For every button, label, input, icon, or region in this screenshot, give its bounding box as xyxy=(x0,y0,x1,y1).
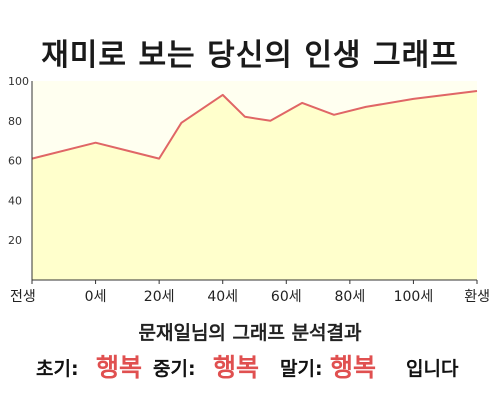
early-value: 행복 xyxy=(96,353,143,382)
x-tick-label: 40세 xyxy=(207,289,238,305)
mid-label: 중기: xyxy=(153,358,196,380)
x-tick-label: 80세 xyxy=(335,289,366,305)
x-tick-label: 0세 xyxy=(85,289,107,305)
page-title: 재미로 보는 당신의 인생 그래프 xyxy=(41,38,459,73)
x-tick-label: 60세 xyxy=(271,289,302,305)
late-label: 말기: xyxy=(280,358,323,380)
result-suffix: 입니다 xyxy=(406,358,459,380)
x-tick-label: 20세 xyxy=(144,289,175,305)
x-tick-label: 전생 xyxy=(10,289,36,305)
series-area xyxy=(32,91,477,280)
y-tick-label: 60 xyxy=(8,155,22,168)
mid-value: 행복 xyxy=(213,353,260,382)
y-tick-label: 20 xyxy=(8,234,22,247)
x-tick-label: 100세 xyxy=(394,289,434,305)
x-tick-label: 환생 xyxy=(464,289,490,305)
series-line xyxy=(31,90,478,160)
y-tick-label: 40 xyxy=(8,194,22,207)
result-line: 초기: 행복 중기: 행복 말기: 행복 입니다 xyxy=(0,346,500,382)
late-value: 행복 xyxy=(330,353,377,382)
result-heading: 문재일님의 그래프 분석결과 xyxy=(138,322,362,344)
early-label: 초기: xyxy=(36,358,79,380)
y-tick-label: 100 xyxy=(8,75,29,88)
y-tick-label: 80 xyxy=(8,115,22,128)
